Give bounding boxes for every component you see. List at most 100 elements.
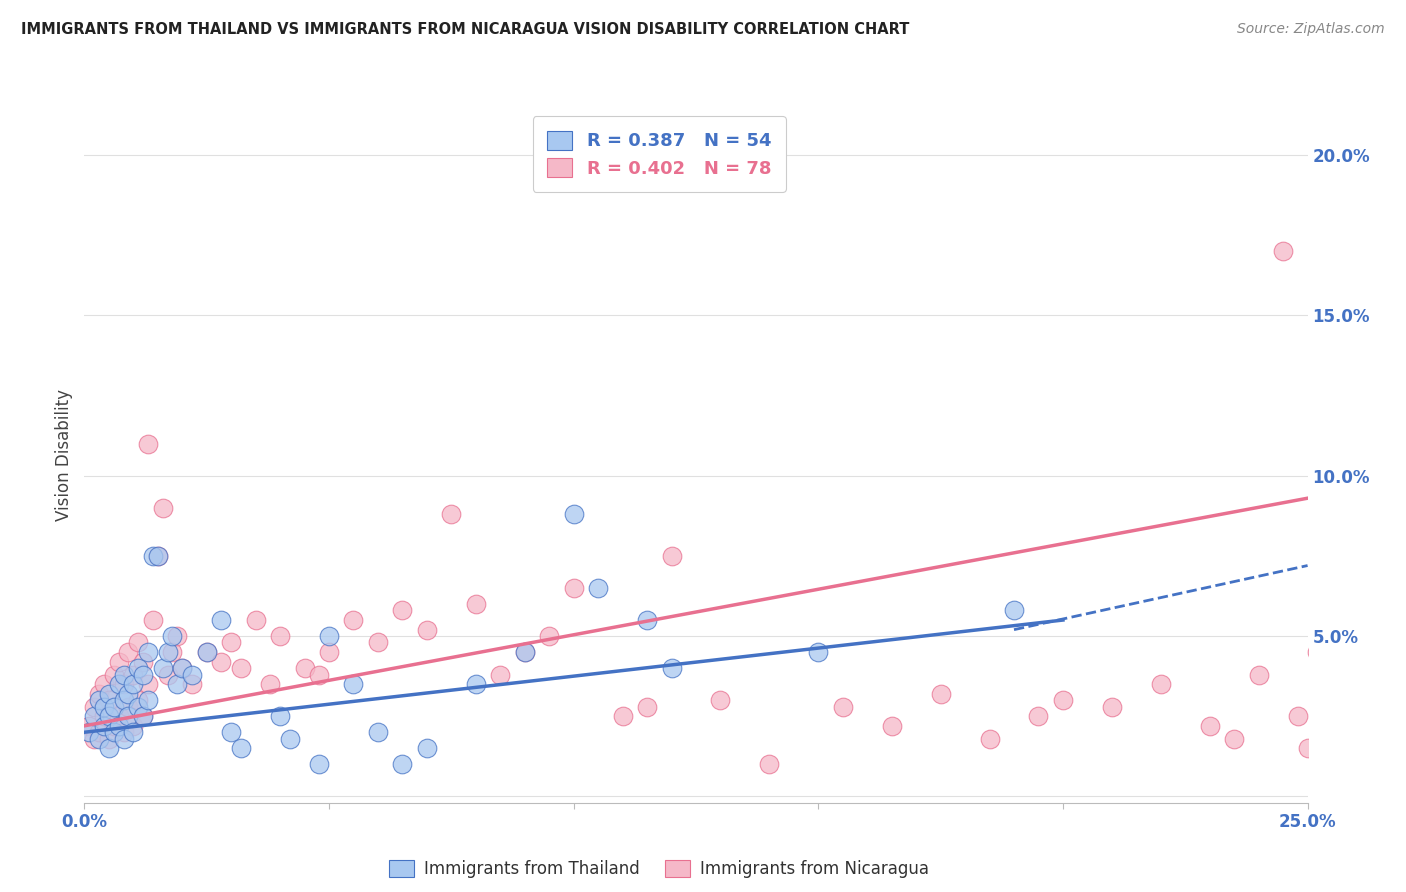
Point — [107, 677, 129, 691]
Point — [1336, 725, 1358, 739]
Point — [146, 549, 169, 563]
Point — [132, 709, 155, 723]
Point — [103, 667, 125, 681]
Point — [87, 693, 110, 707]
Point — [162, 645, 184, 659]
Point — [1002, 603, 1025, 617]
Point — [209, 613, 232, 627]
Point — [538, 629, 561, 643]
Point — [259, 677, 281, 691]
Point — [318, 629, 340, 643]
Point — [156, 645, 179, 659]
Point — [132, 667, 155, 681]
Point — [1306, 645, 1329, 659]
Point — [93, 677, 115, 691]
Point — [127, 661, 149, 675]
Point — [562, 507, 585, 521]
Point — [152, 500, 174, 515]
Point — [661, 661, 683, 675]
Point — [103, 699, 125, 714]
Point — [97, 693, 120, 707]
Point — [464, 597, 486, 611]
Point — [83, 709, 105, 723]
Legend: Immigrants from Thailand, Immigrants from Nicaragua: Immigrants from Thailand, Immigrants fro… — [382, 854, 936, 885]
Point — [97, 741, 120, 756]
Point — [636, 699, 658, 714]
Point — [209, 655, 232, 669]
Point — [97, 731, 120, 746]
Point — [112, 693, 135, 707]
Point — [440, 507, 463, 521]
Point — [831, 699, 853, 714]
Point — [195, 645, 218, 659]
Point — [416, 623, 439, 637]
Point — [416, 741, 439, 756]
Point — [219, 635, 242, 649]
Point — [562, 581, 585, 595]
Point — [117, 645, 139, 659]
Point — [181, 667, 204, 681]
Point — [278, 731, 301, 746]
Point — [122, 667, 145, 681]
Point — [1296, 741, 1319, 756]
Point — [1272, 244, 1295, 259]
Point — [87, 725, 110, 739]
Point — [195, 645, 218, 659]
Point — [107, 719, 129, 733]
Point — [181, 677, 204, 691]
Point — [758, 757, 780, 772]
Point — [122, 725, 145, 739]
Point — [87, 731, 110, 746]
Point — [112, 667, 135, 681]
Point — [142, 549, 165, 563]
Point — [97, 709, 120, 723]
Point — [166, 629, 188, 643]
Point — [1286, 709, 1309, 723]
Point — [132, 655, 155, 669]
Point — [1320, 693, 1343, 707]
Point — [1150, 677, 1173, 691]
Point — [661, 549, 683, 563]
Point — [87, 687, 110, 701]
Point — [294, 661, 316, 675]
Point — [308, 757, 330, 772]
Point — [1028, 709, 1050, 723]
Point — [1247, 667, 1270, 681]
Point — [229, 741, 252, 756]
Point — [464, 677, 486, 691]
Point — [245, 613, 267, 627]
Point — [219, 725, 242, 739]
Point — [112, 731, 135, 746]
Point — [1395, 699, 1406, 714]
Point — [318, 645, 340, 659]
Point — [367, 725, 389, 739]
Point — [77, 725, 100, 739]
Point — [83, 699, 105, 714]
Point — [103, 719, 125, 733]
Text: Source: ZipAtlas.com: Source: ZipAtlas.com — [1237, 22, 1385, 37]
Point — [122, 677, 145, 691]
Point — [1223, 731, 1246, 746]
Point — [127, 635, 149, 649]
Point — [269, 629, 291, 643]
Point — [308, 667, 330, 681]
Point — [1346, 709, 1368, 723]
Point — [636, 613, 658, 627]
Point — [77, 719, 100, 733]
Point — [83, 731, 105, 746]
Point — [127, 699, 149, 714]
Text: IMMIGRANTS FROM THAILAND VS IMMIGRANTS FROM NICARAGUA VISION DISABILITY CORRELAT: IMMIGRANTS FROM THAILAND VS IMMIGRANTS F… — [21, 22, 910, 37]
Point — [117, 709, 139, 723]
Point — [1198, 719, 1220, 733]
Point — [166, 677, 188, 691]
Point — [880, 719, 903, 733]
Point — [97, 687, 120, 701]
Point — [117, 687, 139, 701]
Point — [132, 709, 155, 723]
Point — [117, 699, 139, 714]
Point — [172, 661, 194, 675]
Point — [122, 719, 145, 733]
Point — [103, 725, 125, 739]
Point — [391, 603, 413, 617]
Point — [513, 645, 536, 659]
